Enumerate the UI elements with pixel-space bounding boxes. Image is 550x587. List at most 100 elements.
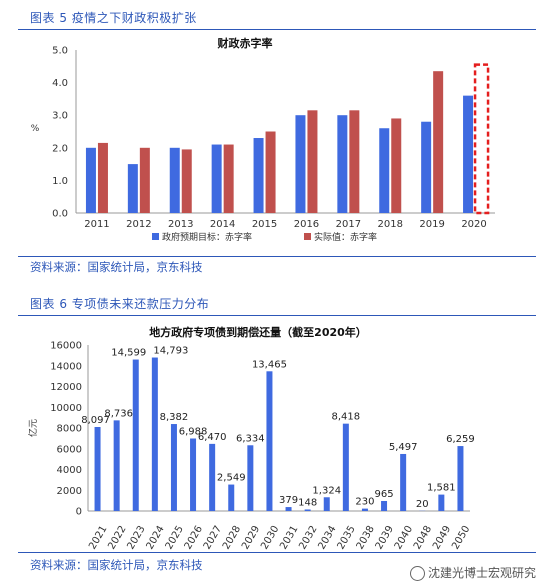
legend-target-swatch [152, 233, 159, 240]
chart1-x-tick: 2014 [210, 219, 235, 230]
chart2-y-tick: 10000 [50, 403, 82, 414]
maturity-bar [190, 438, 197, 511]
chart2-x-tick: 2023 [125, 524, 147, 552]
actual-bar [349, 110, 360, 213]
actual-bar [97, 142, 108, 213]
maturity-bar [304, 509, 311, 511]
chart2-x-tick: 2039 [374, 524, 396, 552]
chart2-x-tick: 2032 [297, 524, 319, 552]
target-bar [85, 147, 96, 213]
maturity-bar [209, 443, 216, 511]
target-bar [463, 95, 474, 213]
maturity-bar [381, 500, 388, 511]
bar-value-label: 14,793 [153, 346, 188, 357]
fig6-title: 图表 6 专项债未来还款压力分布 [30, 297, 210, 311]
chart2-x-tick: 2028 [221, 524, 243, 552]
fig5-top-rule [18, 29, 536, 30]
target-bar [169, 147, 180, 213]
target-bar [379, 128, 390, 213]
chart2-x-tick: 2048 [412, 524, 434, 552]
watermark: 沈建光博士宏观研究 [409, 564, 536, 581]
actual-bar [391, 118, 402, 213]
chart1-y-tick: 0.0 [52, 209, 68, 220]
fig5-title: 图表 5 疫情之下财政积极扩张 [30, 11, 197, 25]
chart2-y-tick: 4000 [57, 465, 82, 476]
chart1-x-tick: 2011 [84, 219, 109, 230]
chart2-y-tick: 8000 [57, 424, 82, 435]
chart1-x-tick: 2017 [336, 219, 361, 230]
chart2-x-tick: 2034 [316, 524, 338, 552]
maturity-bar [132, 359, 139, 511]
maturity-bar [342, 423, 349, 511]
chart2-x-tick: 2029 [240, 524, 262, 552]
bar-value-label: 8,736 [104, 408, 133, 419]
actual-bar [433, 71, 444, 213]
chart2-x-tick: 2025 [164, 524, 186, 552]
actual-bar [265, 131, 276, 213]
target-bar [421, 121, 432, 213]
actual-bar [223, 144, 234, 213]
maturity-bar [170, 424, 177, 511]
chart1-x-tick: 2019 [419, 219, 444, 230]
maturity-bar [457, 446, 464, 511]
maturity-bar [361, 508, 368, 511]
fig6-top-rule [18, 315, 536, 316]
bar-value-label: 379 [279, 495, 298, 506]
bar-value-label: 6,988 [179, 426, 208, 437]
bar-value-label: 20 [416, 499, 429, 510]
chart1-y-tick: 2.0 [52, 143, 68, 154]
bar-value-label: 8,418 [332, 412, 361, 423]
chart2-y-tick: 2000 [57, 486, 82, 497]
fig5-bottom-rule [18, 256, 536, 257]
wechat-icon [409, 566, 425, 581]
chart1-x-tick: 2015 [252, 219, 277, 230]
actual-bar [181, 149, 192, 213]
chart1-title: 财政赤字率 [217, 36, 273, 50]
maturity-bar [400, 453, 407, 511]
maturity-bar [285, 507, 292, 511]
chart1-x-tick: 2012 [126, 219, 151, 230]
chart2-y-tick: 0 [76, 507, 82, 518]
bar-value-label: 14,599 [111, 348, 146, 359]
maturity-bar [151, 357, 158, 511]
maturity-bar [247, 445, 254, 511]
maturity-bar [94, 426, 101, 511]
actual-bar [139, 147, 150, 213]
chart2-x-tick: 2022 [106, 524, 128, 552]
legend-target-label: 政府预期目标：赤字率 [162, 231, 252, 243]
bar-value-label: 6,259 [446, 434, 475, 445]
legend-actual-label: 实际值：赤字率 [314, 231, 377, 243]
chart2-x-tick: 2027 [202, 524, 224, 552]
maturity-bar [228, 484, 235, 511]
chart2-y-tick: 6000 [57, 444, 82, 455]
bar-value-label: 1,581 [427, 483, 456, 494]
target-bar [253, 138, 264, 213]
fig6-source: 资料来源：国家统计局，京东科技 [30, 558, 203, 572]
chart2-x-tick: 2049 [431, 524, 453, 552]
fig6-bottom-rule [18, 552, 536, 553]
chart1-x-tick: 2020 [461, 219, 486, 230]
bar-value-label: 230 [355, 497, 374, 508]
chart1-y-tick: 3.0 [52, 111, 68, 122]
chart1-y-label: % [31, 124, 40, 134]
chart1-x-tick: 2016 [294, 219, 319, 230]
chart2-x-tick: 2040 [393, 524, 415, 552]
chart2-x-tick: 2021 [87, 524, 109, 552]
watermark-text: 沈建光博士宏观研究 [427, 566, 536, 580]
chart2-y-tick: 16000 [50, 341, 82, 352]
chart1-x-tick: 2018 [378, 219, 403, 230]
chart2-title: 地方政府专项债到期偿还量（截至2020年） [149, 325, 367, 339]
chart2-y-label: 亿元 [27, 419, 39, 437]
chart1-y-tick: 4.0 [52, 78, 68, 89]
chart1-y-tick: 5.0 [52, 46, 68, 57]
bar-value-label: 1,324 [312, 485, 341, 496]
chart1-x-tick: 2013 [168, 219, 193, 230]
chart2-x-tick: 2030 [259, 524, 281, 552]
bar-value-label: 2,549 [217, 473, 246, 484]
legend-actual-swatch [304, 233, 311, 240]
chart2-x-tick: 2031 [278, 524, 300, 552]
bar-value-label: 5,497 [389, 442, 418, 453]
maturity-bar [323, 497, 330, 511]
target-bar [337, 115, 348, 213]
chart2-y-tick: 14000 [50, 361, 82, 372]
